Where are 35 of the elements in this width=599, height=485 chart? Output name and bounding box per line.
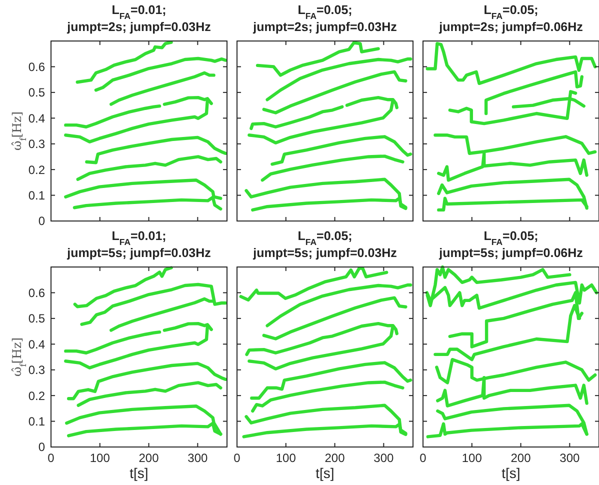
x-tick-label: 100 — [462, 451, 482, 465]
chart-title: L$_{FA}$=0.05; jumpt=2s; jumpf=0.06Hz — [438, 3, 583, 34]
x-tick-label: 200 — [138, 451, 160, 465]
x-tick-label: 200 — [324, 451, 346, 465]
y-tick-label: 0.1 — [28, 414, 46, 428]
y-tick-label: 0 — [38, 214, 46, 228]
chart-title: L$_{FA}$=0.05; jumpt=2s; jumpf=0.03Hz — [252, 3, 397, 34]
x-tick-label: 0 — [48, 451, 55, 465]
y-tick-label: 0.2 — [28, 162, 46, 177]
y-tick-label: 0.3 — [28, 137, 46, 152]
x-tick-label: 300 — [188, 451, 208, 465]
y-tick-label: 0.4 — [28, 111, 46, 126]
x-tick-label: 0 — [234, 451, 241, 465]
x-tick-label: 100 — [276, 451, 296, 465]
x-tick-label: 200 — [510, 451, 532, 465]
y-tick-label: 0 — [38, 440, 46, 454]
y-tick-label: 0.4 — [28, 337, 46, 352]
y-tick-label: 0.5 — [28, 86, 46, 100]
x-axis-title: t[s] — [502, 465, 520, 481]
x-tick-label: 300 — [374, 451, 394, 465]
y-tick-label: 0.6 — [28, 60, 46, 74]
chart-title: L$_{FA}$=0.05; jumpt=5s; jumpf=0.03Hz — [252, 229, 397, 260]
x-axis-title: t[s] — [130, 465, 148, 481]
y-tick-label: 0.3 — [28, 363, 46, 378]
chart-title: L$_{FA}$=0.01; jumpt=5s; jumpf=0.03Hz — [66, 229, 211, 260]
y-tick-label: 0.1 — [28, 188, 46, 202]
y-tick-label: 0.6 — [28, 286, 46, 300]
y-tick-label: 0.2 — [28, 388, 46, 403]
x-tick-label: 0 — [420, 451, 427, 465]
x-tick-label: 100 — [90, 451, 110, 465]
y-tick-label: 0.5 — [28, 312, 46, 326]
chart-title: L$_{FA}$=0.01; jumpt=2s; jumpf=0.03Hz — [66, 3, 211, 34]
x-tick-label: 300 — [560, 451, 580, 465]
chart-title: L$_{FA}$=0.05; jumpt=5s; jumpf=0.06Hz — [438, 229, 583, 260]
x-axis-title: t[s] — [316, 465, 334, 481]
